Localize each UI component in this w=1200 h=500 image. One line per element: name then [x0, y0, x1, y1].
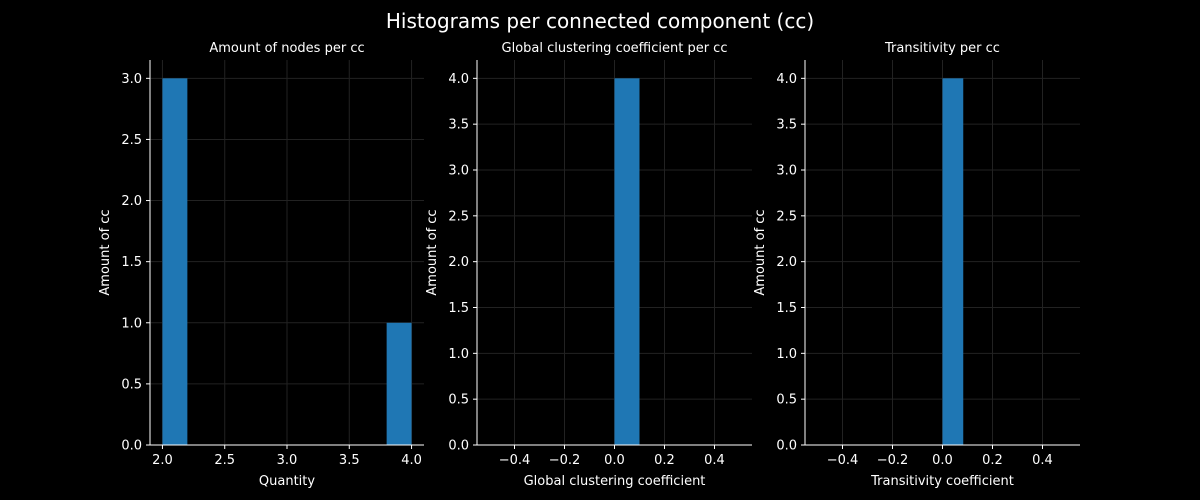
- x-tick-label: −0.2: [877, 453, 909, 468]
- x-tick-label: 2.5: [214, 453, 235, 468]
- y-tick-label: 2.0: [448, 255, 469, 270]
- y-tick-label: 3.0: [448, 164, 469, 179]
- y-tick-label: 3.5: [776, 118, 797, 133]
- histogram-bar: [942, 78, 964, 445]
- x-tick-label: 3.0: [277, 453, 298, 468]
- y-tick-label: 0.5: [776, 393, 797, 408]
- y-tick-label: 2.5: [121, 133, 142, 148]
- histogram-bar: [614, 78, 640, 445]
- x-axis-label: Global clustering coefficient: [524, 474, 706, 489]
- subplot-2: −0.4 −0.2 0.0 0.2 0.4 0.0 0.5 1.0 1.5 2.0 2.5 3.0 3.…: [425, 41, 752, 489]
- x-tick-label: 3.5: [339, 453, 360, 468]
- x-axis-label: Transitivity coefficient: [870, 474, 1014, 489]
- x-tick-label: −0.4: [827, 453, 859, 468]
- x-axis-label: Quantity: [259, 474, 315, 489]
- histogram-bar: [386, 322, 412, 445]
- y-axis-label: Amount of cc: [753, 209, 768, 295]
- axes-layer: 2.0 2.5 3.0 3.5 4.0 0.0 0.5 1.0 1.5 2.0 2.5 3.0 Amou…: [98, 41, 1080, 489]
- y-tick-label: 4.0: [776, 72, 797, 87]
- x-tick-label: 0.4: [1032, 453, 1053, 468]
- y-tick-label: 3.0: [776, 164, 797, 179]
- y-tick-label: 1.0: [121, 316, 142, 331]
- x-tick-label: 2.0: [152, 453, 173, 468]
- y-tick-label: 0.0: [448, 439, 469, 454]
- y-tick-label: 2.5: [448, 209, 469, 224]
- y-tick-label: 0.0: [776, 439, 797, 454]
- x-tick-label: −0.2: [549, 453, 581, 468]
- y-axis-label: Amount of cc: [98, 209, 113, 295]
- subplot-title: Transitivity per cc: [884, 41, 1000, 56]
- subplot-title: Amount of nodes per cc: [209, 41, 364, 56]
- subplot-title: Global clustering coefficient per cc: [502, 41, 728, 56]
- y-tick-label: 3.5: [448, 118, 469, 133]
- y-tick-label: 1.5: [121, 255, 142, 270]
- y-tick-label: 0.0: [121, 439, 142, 454]
- y-tick-label: 3.0: [121, 72, 142, 87]
- x-tick-label: 0.2: [654, 453, 675, 468]
- subplot-3: −0.4 −0.2 0.0 0.2 0.4 0.0 0.5 1.0 1.5 2.0 2.5 3.0 3.…: [753, 41, 1080, 489]
- x-tick-label: 0.0: [604, 453, 625, 468]
- x-tick-label: −0.4: [499, 453, 531, 468]
- y-tick-label: 1.5: [776, 301, 797, 316]
- x-tick-label: 0.0: [932, 453, 953, 468]
- x-tick-label: 4.0: [401, 453, 422, 468]
- y-tick-label: 2.0: [121, 194, 142, 209]
- y-tick-label: 1.0: [448, 347, 469, 362]
- subplot-1: 2.0 2.5 3.0 3.5 4.0 0.0 0.5 1.0 1.5 2.0 2.5 3.0 Amou…: [98, 41, 424, 489]
- y-tick-label: 1.5: [448, 301, 469, 316]
- x-tick-label: 0.2: [982, 453, 1003, 468]
- y-tick-label: 0.5: [448, 393, 469, 408]
- y-axis-label: Amount of cc: [425, 209, 440, 295]
- y-tick-label: 4.0: [448, 72, 469, 87]
- x-tick-label: 0.4: [704, 453, 725, 468]
- figure-title: Histograms per connected component (cc): [386, 9, 814, 33]
- y-tick-label: 0.5: [121, 377, 142, 392]
- histogram-bar: [162, 78, 188, 445]
- y-tick-label: 2.0: [776, 255, 797, 270]
- y-tick-label: 1.0: [776, 347, 797, 362]
- y-tick-label: 2.5: [776, 209, 797, 224]
